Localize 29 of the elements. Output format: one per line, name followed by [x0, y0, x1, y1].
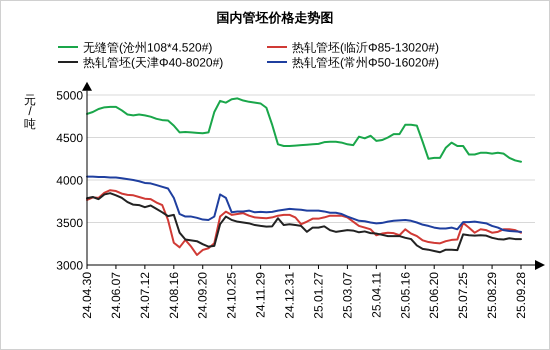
x-tick-label: 24.08.16	[166, 272, 181, 319]
legend-label: 无缝管(沧州108*4.520#)	[83, 40, 212, 54]
line-series	[86, 176, 522, 233]
line-series	[86, 97, 522, 163]
x-tick-label: 25.09.28	[514, 272, 528, 319]
x-tick-label: 24.07.12	[138, 272, 152, 319]
y-tick-label: 4500	[56, 131, 84, 145]
x-tick-label: 25.07.25	[456, 272, 470, 319]
x-tick-label: 24.09.20	[196, 272, 210, 319]
x-tick-label: 24.12.31	[282, 272, 297, 319]
y-tick-label: 5000	[56, 88, 84, 102]
y-axis-title: 元/吨	[24, 93, 36, 131]
legend-label: 热轧管坯(常州Φ50-16020#)	[292, 56, 439, 70]
x-tick-label: 25.01.27	[311, 272, 326, 319]
x-tick-label: 24.04.30	[80, 272, 94, 319]
y-tick-label: 4000	[56, 174, 84, 188]
chart-title: 国内管坯价格走势图	[216, 10, 334, 25]
x-tick-label: 25.04.11	[369, 272, 384, 318]
x-tick-label: 24.11.29	[254, 272, 268, 318]
legend-label: 热轧管坯(天津Φ40-8020#)	[83, 56, 224, 70]
y-tick-label: 3000	[56, 258, 84, 272]
x-tick-label: 24.10.25	[224, 272, 239, 319]
x-tick-label: 24.06.07	[108, 272, 123, 319]
x-tick-label: 25.03.07	[340, 272, 354, 319]
x-tick-label: 25.08.29	[485, 272, 500, 319]
x-tick-label: 25.06.20	[427, 272, 442, 319]
x-tick-label: 25.05.16	[398, 272, 412, 319]
legend-label: 热轧管坯(临沂Φ85-13020#)	[292, 40, 439, 54]
y-tick-label: 3500	[56, 216, 84, 230]
